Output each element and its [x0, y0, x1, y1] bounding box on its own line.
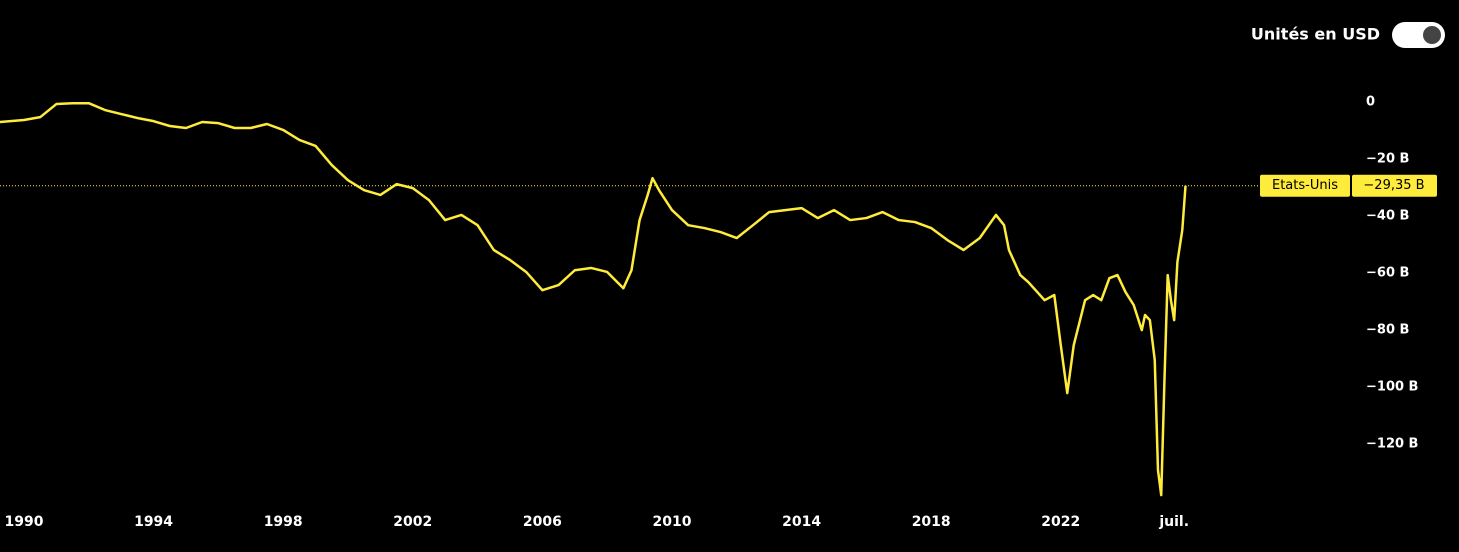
y-tick-label: −20 B [1366, 152, 1409, 167]
y-tick-label: −40 B [1366, 209, 1409, 224]
line [0, 101, 1187, 497]
x-tick-label: 2010 [652, 514, 691, 530]
x-tick-label: 1994 [134, 514, 173, 530]
y-tick-label: 0 [1366, 95, 1375, 110]
y-tick-label: −80 B [1366, 323, 1409, 338]
series-name: Etats-Unis [1272, 178, 1338, 193]
x-tick-label: 2006 [523, 514, 562, 530]
x-tick-label: juil. [1158, 514, 1189, 530]
toggle[interactable] [1392, 22, 1445, 48]
x-tick-label: 2014 [782, 514, 821, 530]
x-tick-label: 1998 [264, 514, 303, 530]
x-tick-label: 2018 [912, 514, 951, 530]
y-tick-label: −120 B [1366, 437, 1418, 452]
x-tick-label: 2022 [1041, 514, 1080, 530]
y-tick-label: −100 B [1366, 380, 1418, 395]
toggle-knob[interactable] [1423, 26, 1441, 44]
y-tick-label: −60 B [1366, 266, 1409, 281]
value-label: −29,35 B [1363, 178, 1424, 193]
value-tag [1352, 174, 1437, 197]
x-tick-label: 1990 [4, 514, 43, 530]
series-tag [1260, 174, 1350, 197]
x-tick-label: 2002 [393, 514, 432, 530]
toggle-label: Unités en USD [1251, 25, 1380, 44]
